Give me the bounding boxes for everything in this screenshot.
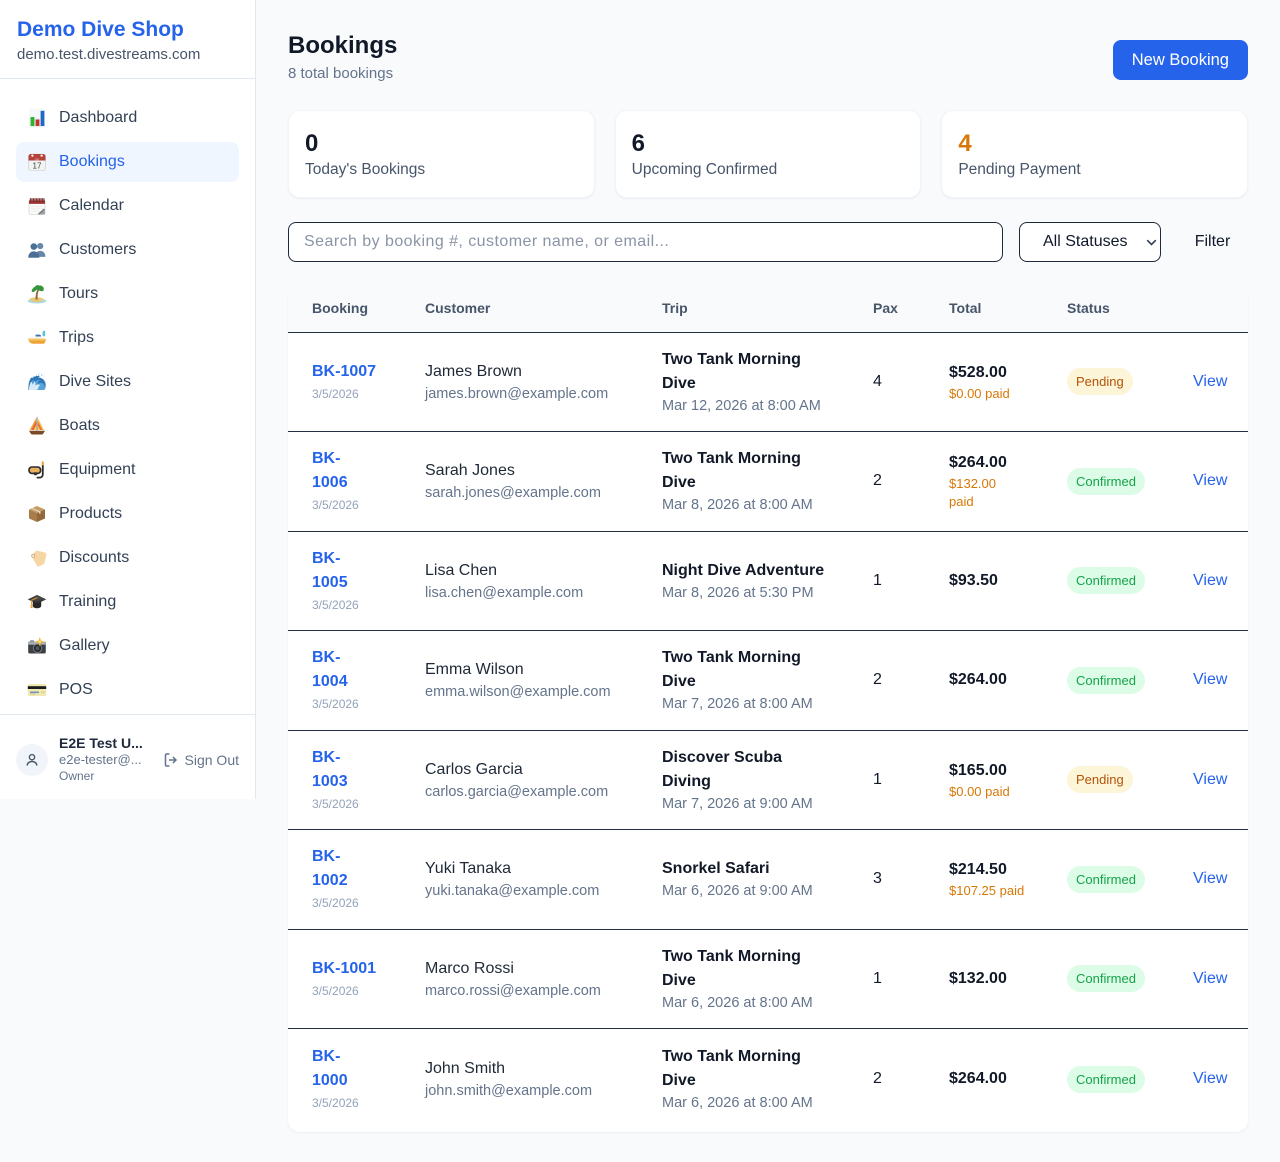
svg-text:JUL: JUL [34, 158, 40, 162]
svg-text:17: 17 [33, 162, 42, 171]
